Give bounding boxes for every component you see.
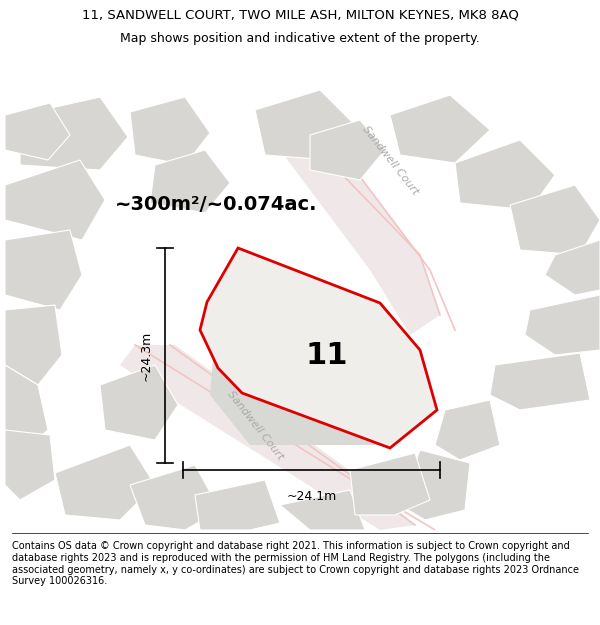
Text: ~24.3m: ~24.3m	[140, 331, 153, 381]
Text: 11: 11	[306, 341, 348, 369]
Text: 11, SANDWELL COURT, TWO MILE ASH, MILTON KEYNES, MK8 8AQ: 11, SANDWELL COURT, TWO MILE ASH, MILTON…	[82, 8, 518, 21]
Polygon shape	[100, 365, 178, 440]
Polygon shape	[5, 103, 70, 160]
Polygon shape	[280, 490, 365, 530]
Text: Sandwell Court: Sandwell Court	[360, 124, 420, 196]
Polygon shape	[5, 305, 62, 385]
Polygon shape	[130, 97, 210, 165]
Polygon shape	[265, 110, 440, 335]
Polygon shape	[435, 400, 500, 460]
Polygon shape	[200, 248, 437, 448]
Text: ~300m²/~0.074ac.: ~300m²/~0.074ac.	[115, 196, 317, 214]
Polygon shape	[525, 295, 600, 355]
Text: ~24.1m: ~24.1m	[286, 490, 337, 503]
Polygon shape	[5, 430, 55, 500]
Polygon shape	[390, 95, 490, 163]
Polygon shape	[195, 480, 280, 530]
Polygon shape	[490, 353, 590, 410]
Polygon shape	[55, 445, 155, 520]
Text: Contains OS data © Crown copyright and database right 2021. This information is : Contains OS data © Crown copyright and d…	[12, 541, 579, 586]
Polygon shape	[350, 453, 430, 515]
Polygon shape	[545, 240, 600, 295]
Polygon shape	[255, 90, 355, 160]
Polygon shape	[150, 150, 230, 213]
Polygon shape	[210, 265, 400, 445]
Polygon shape	[5, 365, 48, 455]
Text: Sandwell Court: Sandwell Court	[225, 389, 285, 461]
Polygon shape	[455, 140, 555, 210]
Polygon shape	[5, 160, 105, 240]
Polygon shape	[130, 465, 220, 530]
Polygon shape	[5, 230, 82, 310]
Text: Map shows position and indicative extent of the property.: Map shows position and indicative extent…	[120, 32, 480, 45]
Polygon shape	[310, 120, 385, 180]
Polygon shape	[120, 345, 415, 530]
Polygon shape	[20, 97, 128, 170]
Polygon shape	[510, 185, 600, 255]
Polygon shape	[400, 450, 470, 520]
